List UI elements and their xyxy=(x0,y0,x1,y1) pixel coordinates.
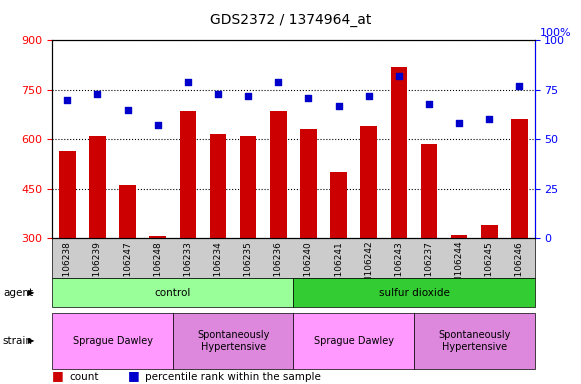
Text: ▶: ▶ xyxy=(28,288,34,297)
Point xyxy=(93,91,102,97)
Point xyxy=(515,83,524,89)
Text: Sprague Dawley: Sprague Dawley xyxy=(73,336,153,346)
Point xyxy=(153,122,163,128)
Point xyxy=(63,97,72,103)
Bar xyxy=(119,185,136,238)
Bar xyxy=(360,126,377,238)
Bar xyxy=(421,144,437,238)
Bar xyxy=(149,237,166,238)
Text: ▶: ▶ xyxy=(28,336,34,345)
Point xyxy=(454,120,464,126)
Text: 100%: 100% xyxy=(540,28,572,38)
Point xyxy=(424,101,433,107)
Text: percentile rank within the sample: percentile rank within the sample xyxy=(145,372,321,382)
Point xyxy=(364,93,374,99)
Bar xyxy=(270,111,286,238)
Bar xyxy=(331,172,347,238)
Point xyxy=(274,79,283,85)
Point xyxy=(123,106,132,113)
Point xyxy=(183,79,192,85)
Text: count: count xyxy=(70,372,99,382)
Text: ■: ■ xyxy=(52,369,64,382)
Point xyxy=(485,116,494,122)
Bar xyxy=(59,151,76,238)
Bar xyxy=(300,129,317,238)
Text: Spontaneously
Hypertensive: Spontaneously Hypertensive xyxy=(438,330,511,352)
Text: ■: ■ xyxy=(128,369,139,382)
Text: sulfur dioxide: sulfur dioxide xyxy=(379,288,449,298)
Text: Sprague Dawley: Sprague Dawley xyxy=(314,336,394,346)
Point xyxy=(304,94,313,101)
Bar xyxy=(240,136,256,238)
Point xyxy=(334,103,343,109)
Text: GDS2372 / 1374964_at: GDS2372 / 1374964_at xyxy=(210,13,371,27)
Point xyxy=(394,73,404,79)
Point xyxy=(243,93,253,99)
Bar xyxy=(390,67,407,238)
Bar xyxy=(210,134,227,238)
Text: Spontaneously
Hypertensive: Spontaneously Hypertensive xyxy=(197,330,270,352)
Text: agent: agent xyxy=(3,288,33,298)
Point xyxy=(213,91,223,97)
Text: control: control xyxy=(155,288,191,298)
Bar xyxy=(180,111,196,238)
Bar xyxy=(451,235,468,238)
Bar xyxy=(511,119,528,238)
Bar xyxy=(89,136,106,238)
Bar xyxy=(481,225,497,238)
Text: strain: strain xyxy=(3,336,33,346)
